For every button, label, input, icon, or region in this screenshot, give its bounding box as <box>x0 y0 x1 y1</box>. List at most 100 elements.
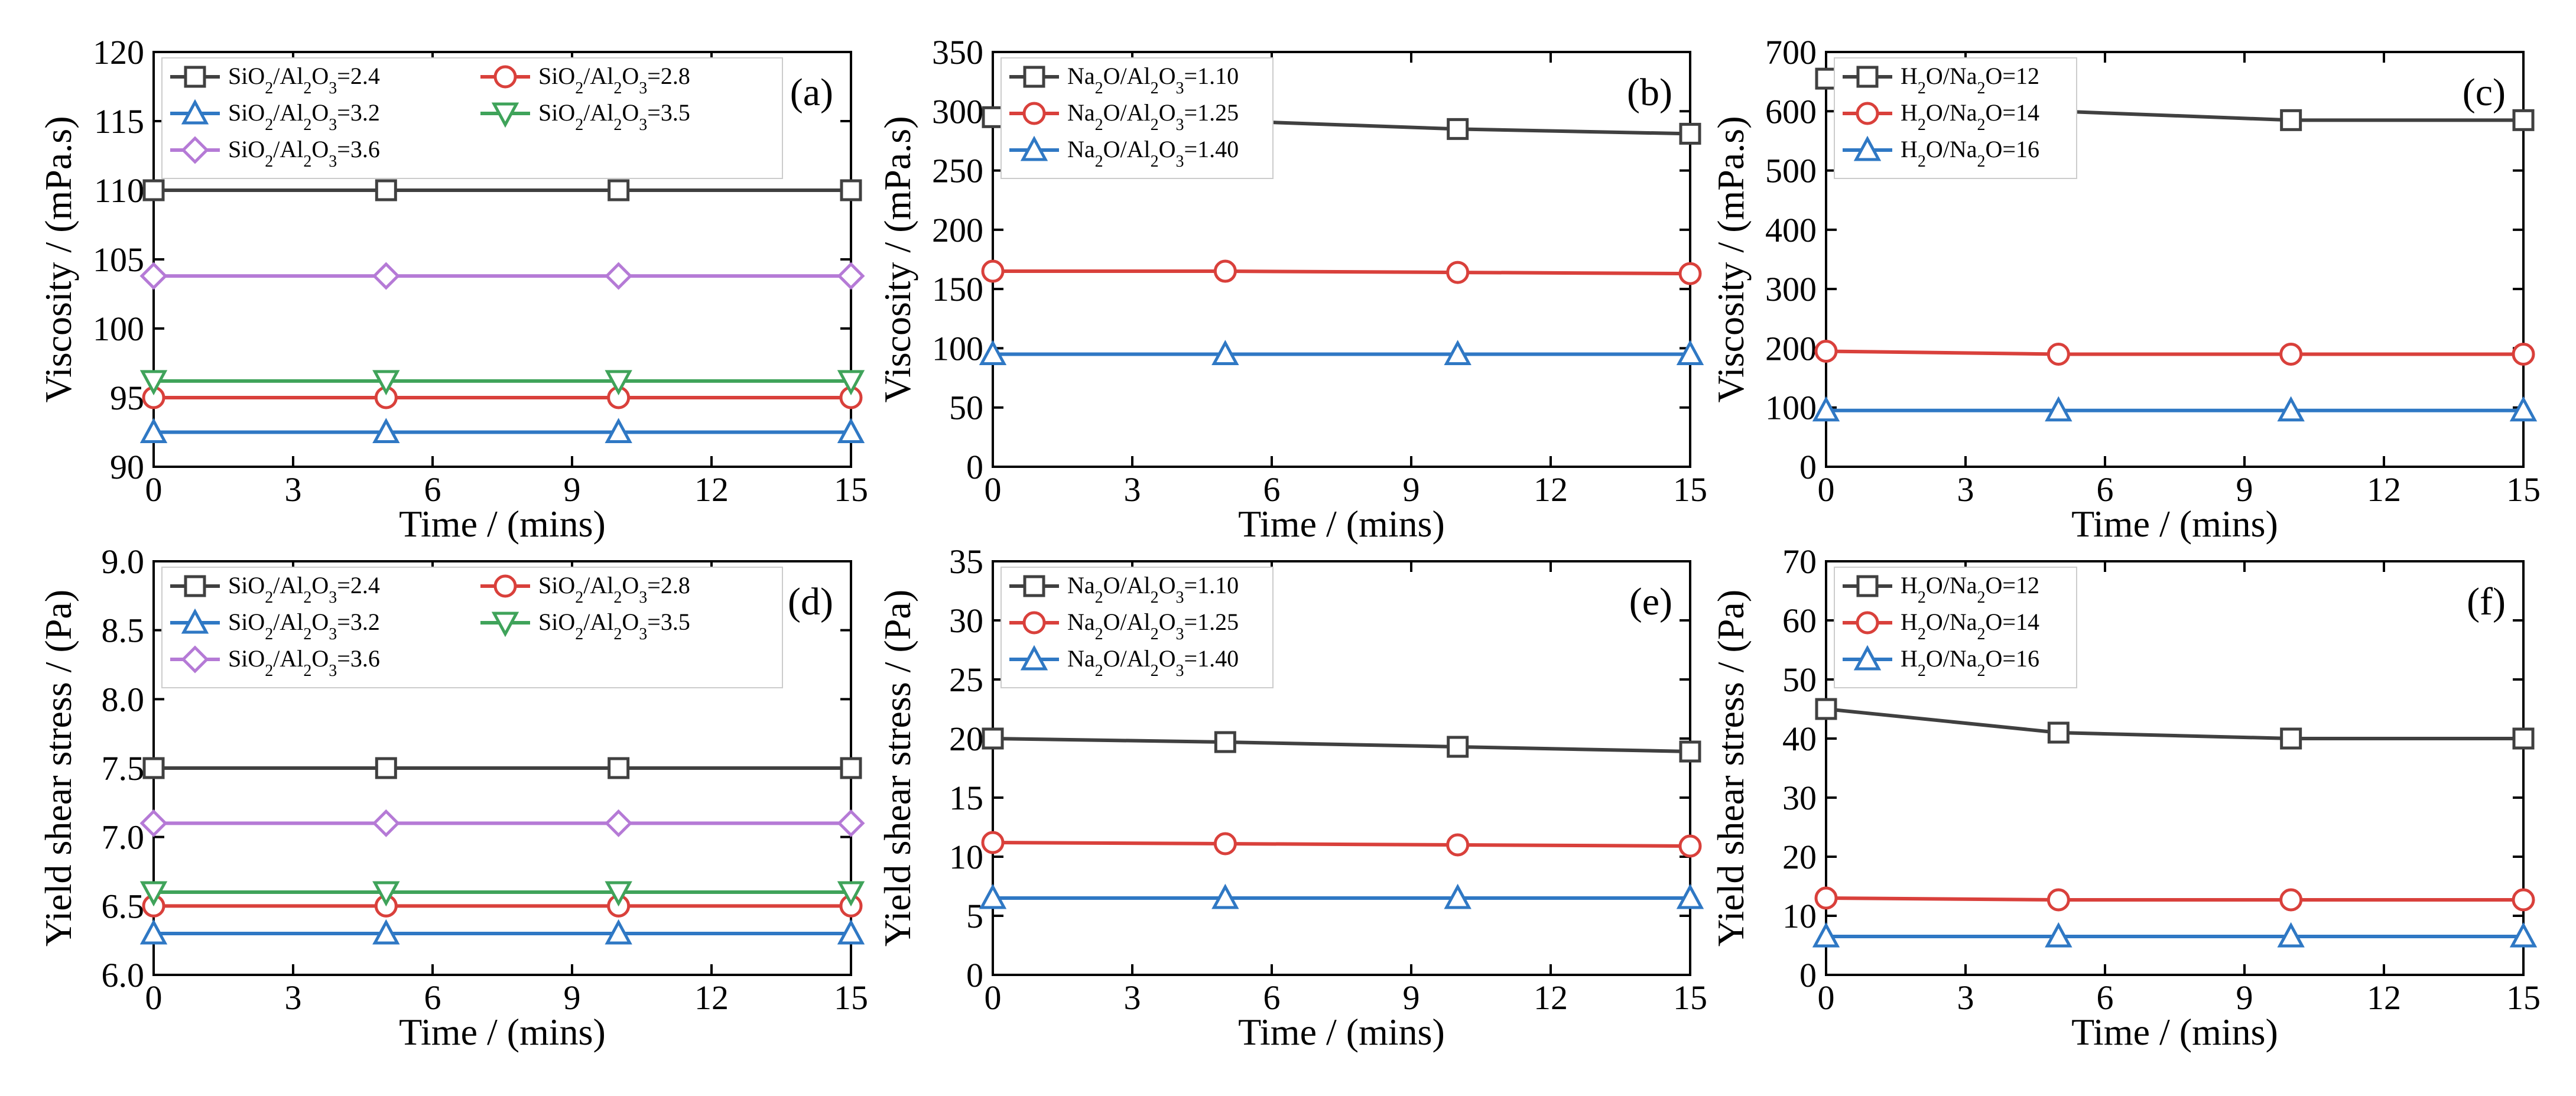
data-point <box>1679 740 1701 763</box>
series-2 <box>1812 922 2538 948</box>
series-1 <box>1814 886 2535 912</box>
data-point <box>979 340 1007 365</box>
y-tick-label: 600 <box>1765 92 1817 131</box>
data-point <box>605 370 632 396</box>
data-point <box>1676 883 1704 909</box>
data-point <box>372 919 400 945</box>
x-tick-label: 15 <box>834 470 868 509</box>
data-point <box>139 262 168 290</box>
y-tick-label: 50 <box>949 389 983 427</box>
legend-swatch-marker <box>1022 102 1046 125</box>
legend-box <box>161 57 783 179</box>
legend: SiO2/Al2O3=2.4 SiO2/Al2O3=2.8SiO2/Al2O3=3… <box>161 567 783 688</box>
y-tick-label: 0 <box>1799 448 1817 486</box>
data-point <box>139 418 168 443</box>
data-point <box>375 179 397 201</box>
x-tick-label: 12 <box>694 470 729 509</box>
y-tick-label: 5 <box>966 897 983 935</box>
series-1 <box>981 259 1702 285</box>
x-tick-label: 12 <box>1534 470 1568 509</box>
legend-label: SiO2/Al2O3=3.2 <box>228 609 380 643</box>
panel-a: 0 3 6 9 12 15 90 95 100 105 110 115 120 Time / (mins)… <box>37 33 868 545</box>
data-point <box>139 919 168 945</box>
y-tick-label: 500 <box>1765 152 1817 190</box>
panel-label: (d) <box>788 580 833 623</box>
data-point <box>372 881 400 907</box>
panel-e: 0 3 6 9 12 15 0 5 10 15 20 25 30 35 Time / (mins) Yield… <box>876 542 1707 1053</box>
legend-swatch-marker <box>184 66 206 88</box>
legend-swatch-marker <box>181 136 209 164</box>
x-tick-label: 0 <box>1818 470 1835 509</box>
x-axis-title: Time / (mins) <box>399 503 606 545</box>
x-tick-label: 0 <box>145 978 163 1017</box>
data-point <box>2280 727 2302 750</box>
x-tick-label: 12 <box>1534 978 1568 1017</box>
legend-label: SiO2/Al2O3=3.2 <box>228 99 380 134</box>
y-tick-label: 100 <box>93 310 144 348</box>
x-tick-label: 6 <box>1263 978 1281 1017</box>
series-line <box>992 841 1691 848</box>
data-point <box>2277 922 2305 948</box>
data-point <box>1444 340 1471 365</box>
panel-label: (a) <box>790 71 833 114</box>
legend-swatch-marker <box>493 574 517 598</box>
y-tick-label: 90 <box>110 448 144 486</box>
data-point <box>979 883 1007 909</box>
x-tick-label: 0 <box>985 470 1002 509</box>
legend-label: SiO2/Al2O3=2.8 <box>538 572 690 607</box>
series-3 <box>139 881 865 907</box>
x-tick-label: 3 <box>1957 978 1974 1017</box>
data-point <box>372 262 400 290</box>
data-point <box>2046 342 2070 366</box>
legend: Na2O/Al2O3=1.10Na2O/Al2O3=1.25Na2O/Al2O3… <box>1000 567 1274 688</box>
x-tick-label: 3 <box>1124 470 1141 509</box>
legend-swatch-marker <box>1022 611 1046 635</box>
x-tick-label: 3 <box>285 978 302 1017</box>
legend-swatch-marker <box>1853 645 1882 671</box>
data-point <box>1446 833 1470 857</box>
data-point <box>2280 109 2302 131</box>
x-tick-label: 6 <box>2097 470 2114 509</box>
data-point <box>1812 396 1840 422</box>
data-point <box>375 757 397 779</box>
x-tick-label: 15 <box>1673 978 1707 1017</box>
y-tick-label: 120 <box>93 33 144 71</box>
plot-frame <box>992 51 1691 468</box>
y-tick-label: 8.5 <box>102 612 145 650</box>
legend-label: H2O/Na2O=12 <box>1901 572 2039 607</box>
plot-frame <box>1825 51 2525 468</box>
x-tick-label: 15 <box>834 978 868 1017</box>
series-2 <box>139 418 865 443</box>
data-point <box>2277 396 2305 422</box>
legend-label: Na2O/Al2O3=1.10 <box>1067 572 1239 607</box>
data-point <box>2509 922 2538 948</box>
data-point <box>837 418 865 443</box>
x-axis-title: Time / (mins) <box>399 1011 606 1053</box>
data-point <box>142 757 165 779</box>
legend-swatch-marker <box>1856 611 1879 635</box>
x-tick-label: 12 <box>2367 978 2401 1017</box>
data-point <box>982 106 1004 128</box>
data-point <box>837 919 865 945</box>
x-axis-title: Time / (mins) <box>2071 503 2278 545</box>
y-tick-label: 7.0 <box>102 818 145 857</box>
x-tick-label: 15 <box>1673 470 1707 509</box>
panel-c: 0 3 6 9 12 15 0 100 200 300 400 500 600 700 Time / (mi… <box>1710 33 2541 545</box>
data-point <box>605 881 632 907</box>
legend-swatch-marker <box>181 99 209 125</box>
data-point <box>2512 342 2535 366</box>
series-0 <box>142 179 862 201</box>
x-axis-title: Time / (mins) <box>1238 1011 1445 1053</box>
data-point <box>1446 261 1470 284</box>
y-tick-label: 300 <box>932 92 983 131</box>
legend-label: Na2O/Al2O3=1.40 <box>1067 645 1239 680</box>
y-axis-title: Yield shear stress / (Pa) <box>876 590 918 947</box>
data-point <box>605 262 633 290</box>
data-point <box>142 179 165 201</box>
y-tick-label: 35 <box>949 542 983 581</box>
series-0 <box>1815 698 2535 750</box>
y-tick-label: 200 <box>1765 329 1817 367</box>
x-tick-label: 6 <box>424 470 441 509</box>
